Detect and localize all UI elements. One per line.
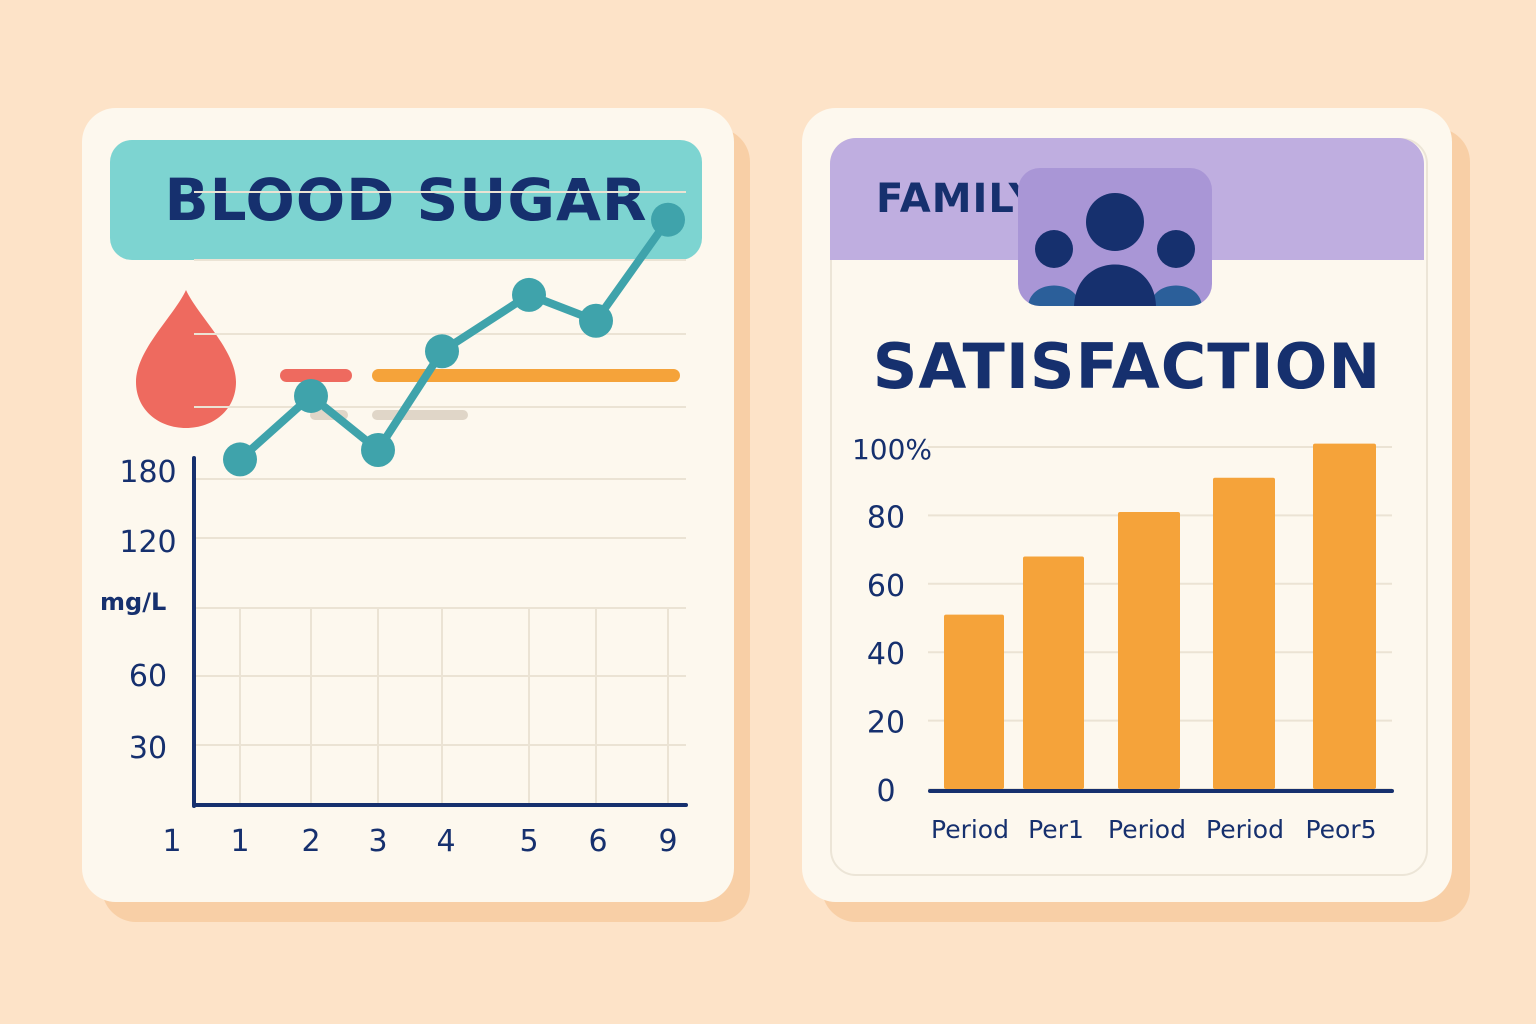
y-tick-label: 30 xyxy=(129,731,167,766)
people-group-icon-box xyxy=(1018,168,1212,306)
x-tick-label: Period xyxy=(1108,815,1186,844)
y-tick-label: 180 xyxy=(119,455,176,490)
y-axis-label: mg/L xyxy=(100,588,166,616)
y-tick-label: 0 xyxy=(876,774,895,809)
bar xyxy=(1213,477,1275,789)
y-tick-label: 80 xyxy=(867,500,905,535)
people-group-icon xyxy=(1028,193,1202,306)
data-point xyxy=(425,334,459,369)
y-tick-label: 20 xyxy=(867,706,905,741)
satisfaction-title: SATISFACTION xyxy=(872,330,1382,403)
legend-bar-red xyxy=(280,369,352,382)
bar xyxy=(1023,556,1084,789)
x-tick-label: Per1 xyxy=(1028,815,1084,844)
blood-sugar-chart: 180 120 60 30 mg/L 1 1 2 3 4 5 6 9 xyxy=(100,191,688,859)
x-tick-label: 6 xyxy=(588,824,607,859)
data-point xyxy=(579,303,613,338)
data-point xyxy=(651,202,685,237)
y-tick-label: 60 xyxy=(867,569,905,604)
data-point xyxy=(223,442,257,477)
blood-drop-icon xyxy=(136,290,236,428)
legend-bar-grey-long xyxy=(372,410,468,420)
bar xyxy=(944,614,1004,789)
y-tick-label: 60 xyxy=(129,659,167,694)
blood-sugar-title: BLOOD SUGAR xyxy=(164,166,648,234)
satisfaction-chart: 100% 80 60 40 20 0 Period Per1 Period Period Peor5 xyxy=(852,433,1394,844)
data-point xyxy=(512,277,546,312)
legend-bar-orange xyxy=(372,369,680,382)
x-tick-label: Peor5 xyxy=(1305,815,1376,844)
x-tick-label: Period xyxy=(1206,815,1284,844)
bar xyxy=(1118,511,1180,789)
family-header-text: FAMILY xyxy=(876,176,1039,222)
y-tick-label: 100% xyxy=(852,433,932,466)
x-tick-label: 1 xyxy=(162,824,181,859)
x-tick-label: 5 xyxy=(519,824,538,859)
data-point xyxy=(361,433,395,467)
blood-sugar-title-bar: BLOOD SUGAR xyxy=(110,140,702,260)
y-tick-label: 40 xyxy=(867,637,905,672)
data-point xyxy=(294,378,328,413)
y-tick-label: 120 xyxy=(119,525,176,560)
bar xyxy=(1313,443,1376,789)
x-tick-label: 2 xyxy=(301,824,320,859)
satisfaction-card: FAMILY SATISFACTION 100% 80 60 40 20 0 Period P… xyxy=(802,108,1452,902)
x-tick-label: 9 xyxy=(658,824,677,859)
x-tick-label: Period xyxy=(931,815,1009,844)
blood-sugar-card: BLOOD SUGAR 180 120 60 30 mg/L 1 1 2 3 4 5 6 9 xyxy=(82,108,734,902)
x-tick-label: 1 xyxy=(230,824,249,859)
x-tick-label: 3 xyxy=(368,824,387,859)
x-tick-label: 4 xyxy=(436,824,455,859)
